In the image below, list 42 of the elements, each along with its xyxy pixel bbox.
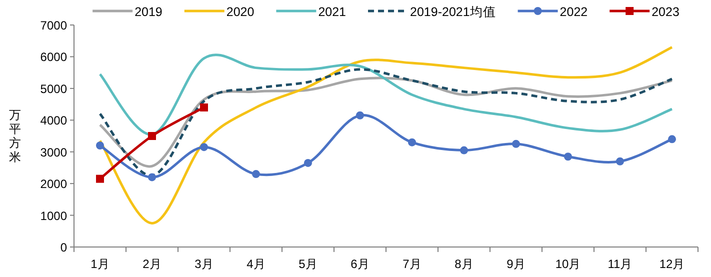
point (616, 157, 624, 166)
x-tick-label: 1月 (90, 257, 110, 271)
point (668, 135, 676, 144)
x-tick-label: 12月 (659, 257, 685, 271)
legend-label: 2019 (134, 5, 162, 19)
legend-label: 2022 (560, 5, 588, 19)
x-tick-label: 11月 (608, 257, 632, 271)
legend-label: 2019-2021均值 (410, 5, 496, 19)
y-axis-title: 万平方米 (9, 108, 21, 164)
x-tick-label: 7月 (402, 257, 422, 271)
point (148, 173, 156, 182)
y-tick-label: 6000 (40, 50, 68, 64)
x-tick-label: 5月 (298, 257, 318, 271)
point (408, 138, 416, 146)
point (200, 103, 208, 112)
x-tick-label: 9月 (506, 257, 526, 271)
y-tick-label: 1000 (40, 208, 68, 223)
x-tick-label: 2月 (142, 257, 162, 271)
y-tick-label: 0 (60, 240, 68, 254)
y-tick-label: 3000 (40, 145, 68, 160)
point (200, 143, 208, 152)
point (460, 146, 468, 154)
legend-label: 2020 (226, 5, 254, 19)
point (96, 142, 104, 150)
point (356, 111, 364, 120)
x-tick-label: 3月 (194, 257, 214, 271)
point (96, 174, 104, 183)
legend-label: 2021 (318, 5, 346, 19)
y-tick-label: 2000 (40, 177, 68, 192)
point (564, 152, 572, 161)
point (512, 140, 520, 148)
y-tick-label: 5000 (40, 82, 68, 96)
x-tick-label: 4月 (246, 257, 266, 271)
point (304, 158, 312, 167)
x-tick-label: 6月 (350, 257, 370, 271)
y-tick-label: 7000 (40, 18, 68, 32)
point (252, 170, 260, 178)
y-tick-label: 4000 (40, 114, 68, 128)
legend-label: 2023 (652, 5, 680, 19)
x-tick-label: 8月 (454, 257, 474, 271)
x-tick-label: 10月 (555, 257, 581, 271)
point (148, 132, 156, 140)
